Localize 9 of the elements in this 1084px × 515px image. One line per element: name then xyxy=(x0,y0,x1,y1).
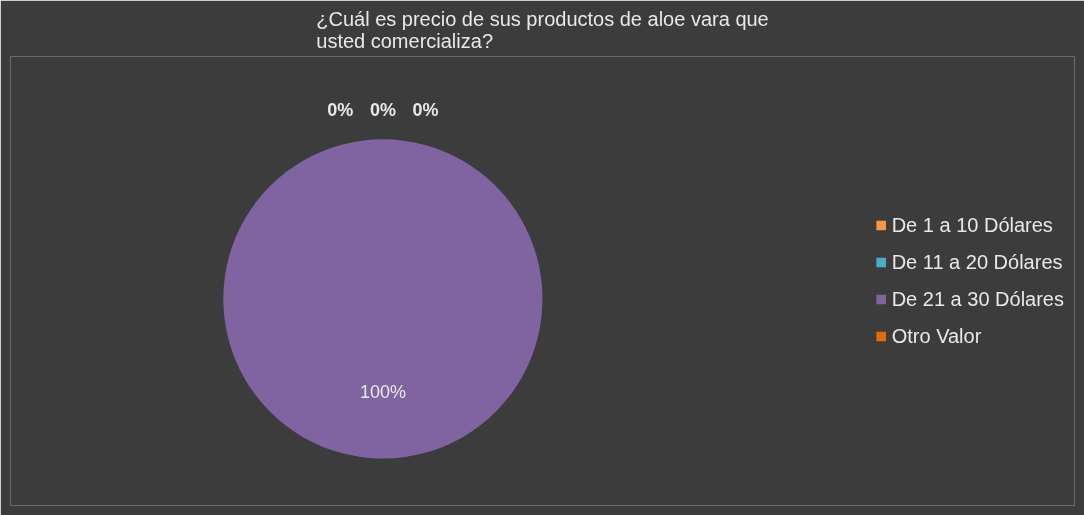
text: 0% xyxy=(412,100,439,121)
legend-label: De 21 a 30 Dólares xyxy=(891,287,1064,311)
data-label: 100% xyxy=(359,381,406,402)
legend-label: De 1 a 10 Dólares xyxy=(891,213,1053,237)
chart-title: ¿Cuál es precio de sus productos de aloe vara que usted comercializa? xyxy=(316,7,769,52)
legend-label: De 11 a 20 Dólares xyxy=(891,250,1063,274)
text: 0% xyxy=(369,100,396,121)
legend-label: Otro Valor xyxy=(891,324,982,348)
text: 0% xyxy=(327,100,354,121)
